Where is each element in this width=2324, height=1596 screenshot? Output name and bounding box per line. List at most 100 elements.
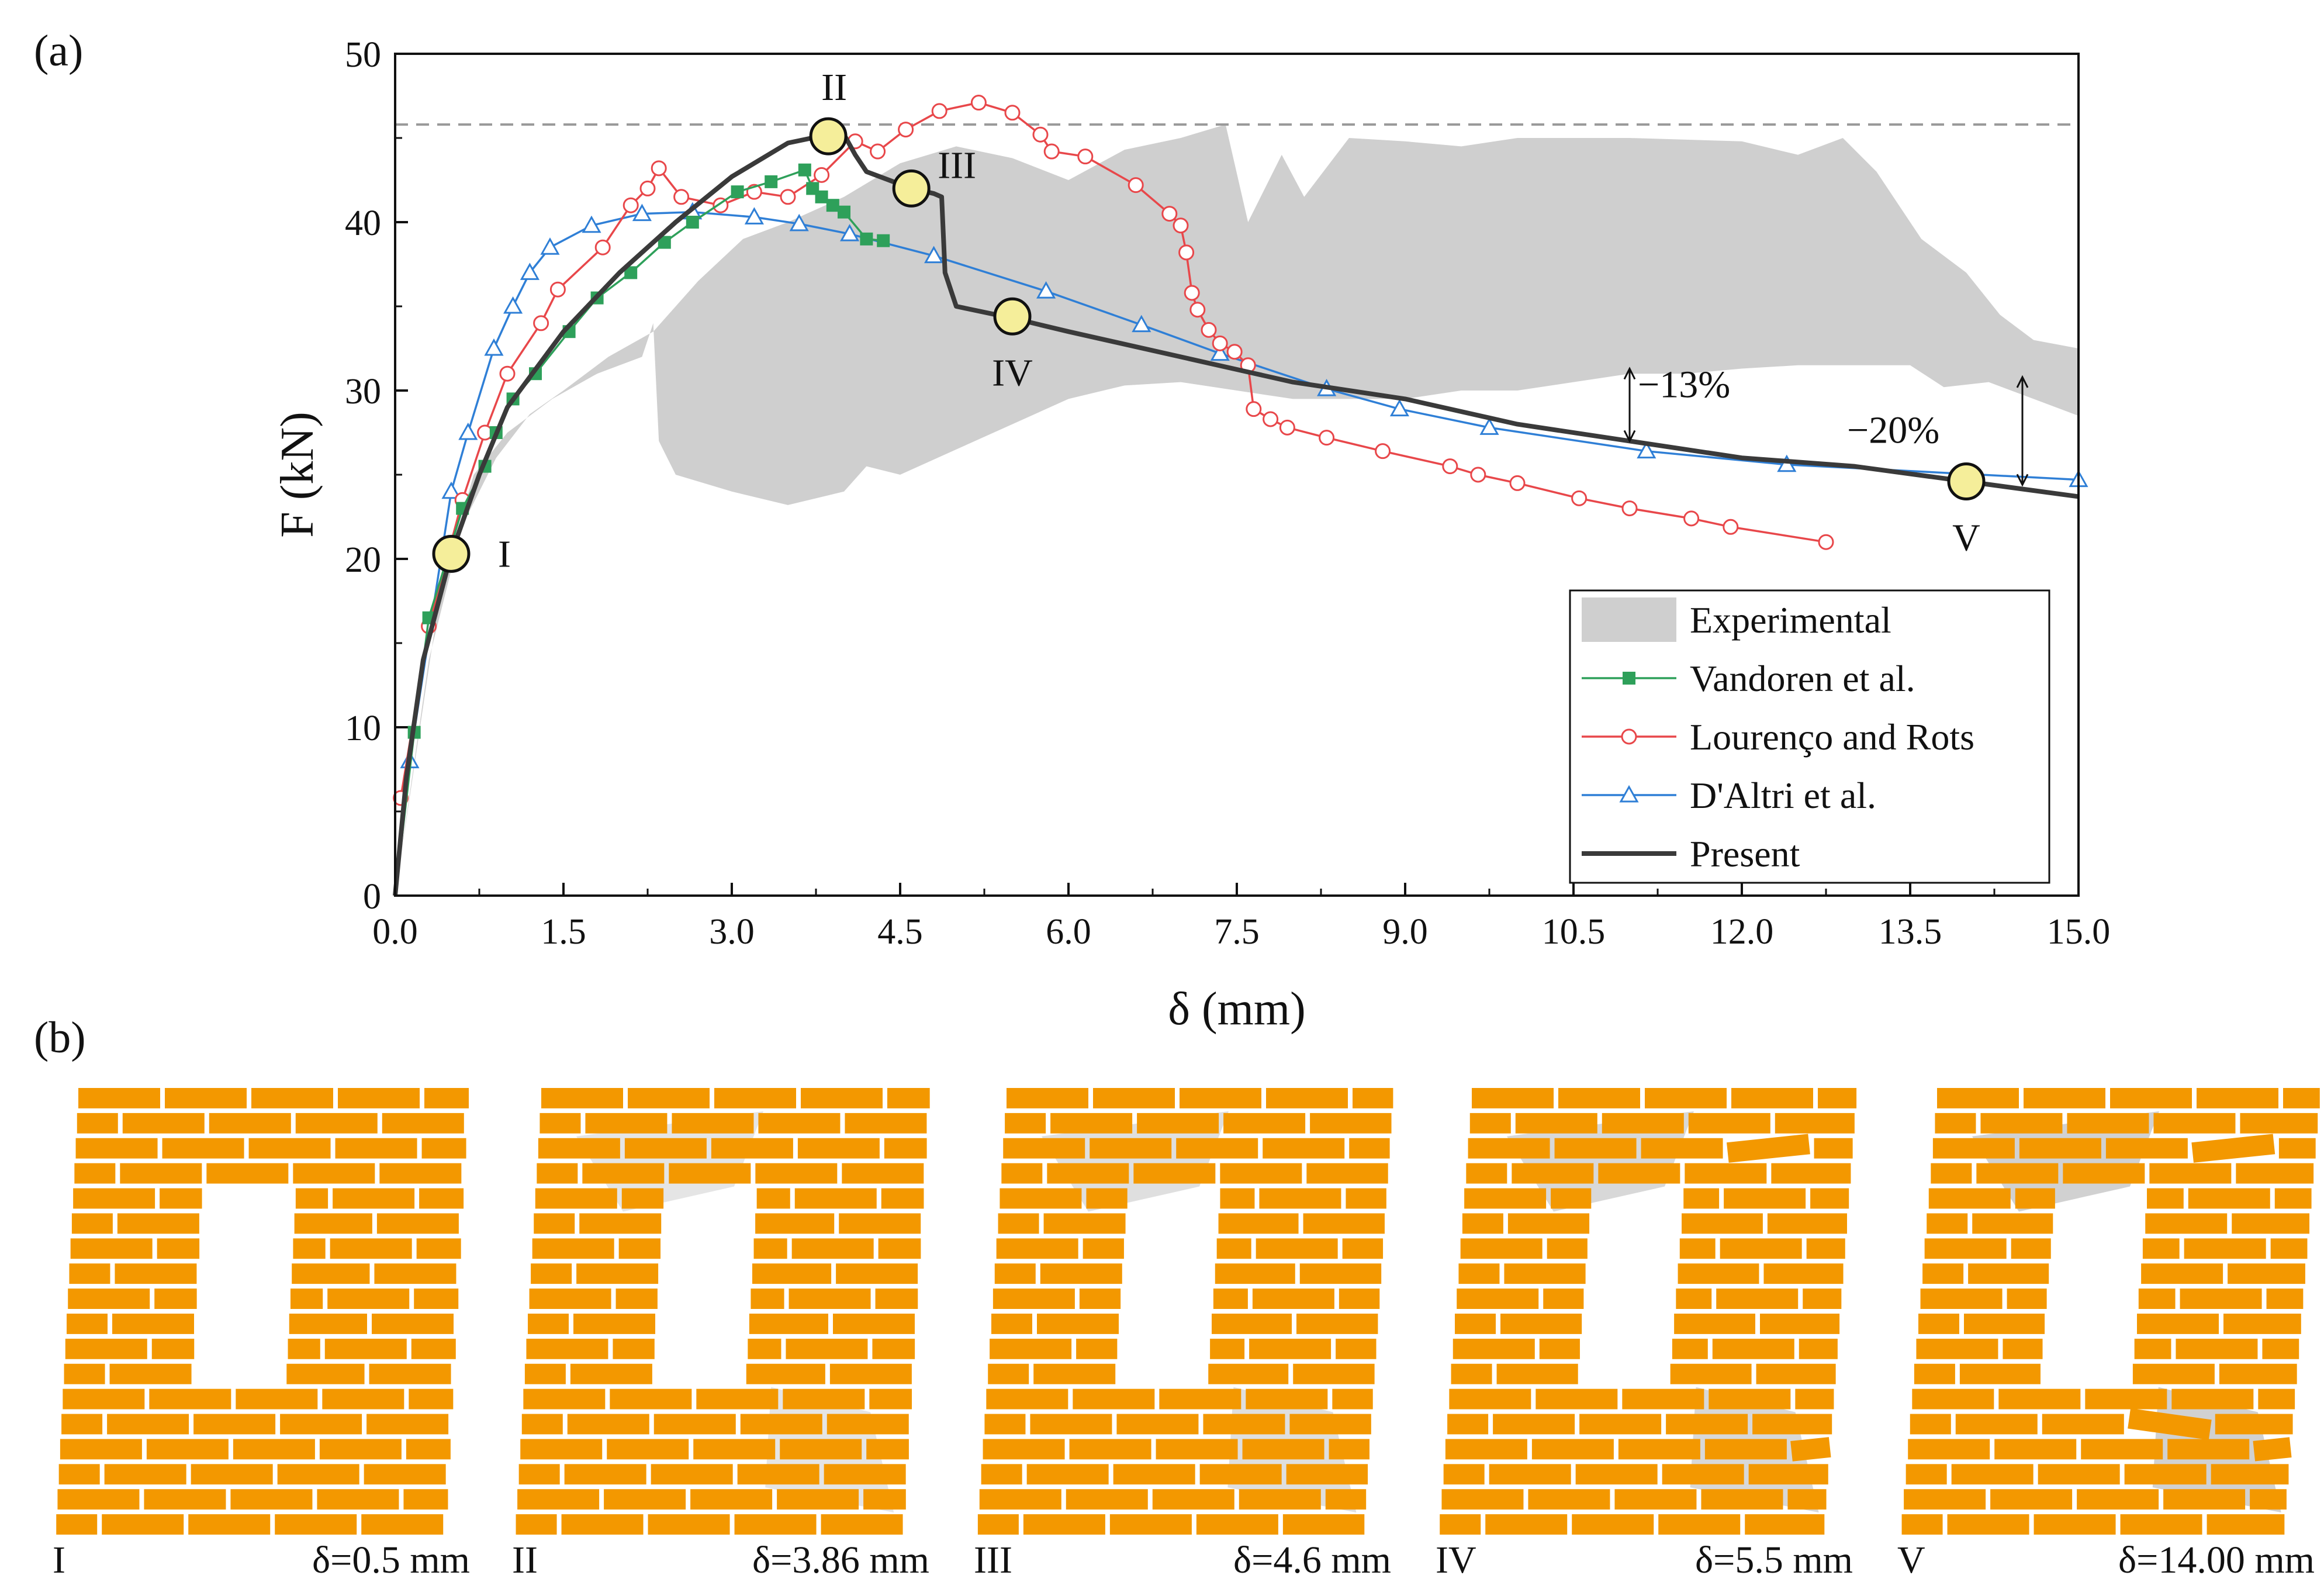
brick <box>1572 1514 1654 1535</box>
brick <box>749 1314 828 1334</box>
brick <box>2034 1514 2116 1535</box>
brick <box>2228 1263 2305 1284</box>
data-point <box>1212 335 1228 351</box>
brick <box>1286 1464 1368 1485</box>
brick <box>1910 1414 1951 1435</box>
brick <box>71 1213 113 1234</box>
arrow-head <box>1623 367 1636 380</box>
brick <box>73 1188 155 1209</box>
brick <box>1666 1414 1748 1435</box>
brick <box>65 1338 147 1359</box>
brick <box>1678 1263 1759 1284</box>
brick <box>115 1263 197 1284</box>
brick <box>233 1439 315 1460</box>
brick <box>1003 1138 1085 1159</box>
data-point <box>877 234 890 247</box>
brick <box>1547 1238 1588 1259</box>
brick <box>63 1388 145 1410</box>
brick <box>2176 1338 2258 1359</box>
experimental-band <box>395 124 2079 896</box>
brick <box>1306 1163 1388 1184</box>
brick <box>2007 1288 2047 1309</box>
brick <box>1023 1514 1105 1535</box>
annotation-label: −20% <box>1847 409 1939 451</box>
brick <box>1293 1363 1375 1384</box>
brick <box>1932 1138 2015 1159</box>
brick <box>1814 1138 1853 1159</box>
brick <box>1001 1163 1043 1184</box>
brick <box>2015 1188 2055 1209</box>
data-point <box>520 262 540 280</box>
brick <box>1033 1363 1116 1384</box>
brick <box>653 1414 736 1435</box>
brick <box>1266 1088 1348 1108</box>
brick <box>1716 1288 1799 1309</box>
brick <box>881 1188 924 1209</box>
brick <box>2191 1134 2275 1163</box>
brick <box>1955 1414 2038 1435</box>
brick <box>1339 1288 1380 1309</box>
brick <box>604 1489 686 1510</box>
brick <box>1299 1263 1382 1284</box>
brick <box>1215 1263 1295 1284</box>
data-point <box>1043 143 1060 160</box>
brick <box>191 1464 273 1485</box>
brick <box>561 1514 644 1535</box>
brick <box>327 1288 410 1309</box>
brick <box>2253 1437 2292 1462</box>
brick <box>1731 1088 1813 1108</box>
legend-swatch-experimental <box>1582 597 1676 642</box>
brick <box>1614 1489 1697 1510</box>
brick <box>1296 1314 1378 1334</box>
brick <box>839 1213 921 1234</box>
brick <box>1289 1414 1371 1435</box>
brick <box>2120 1514 2202 1535</box>
brick <box>146 1439 229 1460</box>
data-point <box>780 189 796 205</box>
brick <box>829 1363 912 1384</box>
brick <box>1073 1388 1155 1410</box>
brick <box>1676 1288 1712 1309</box>
brick <box>1263 1138 1345 1159</box>
brick <box>988 1363 1029 1384</box>
brick <box>122 1113 205 1134</box>
brick <box>67 1314 108 1334</box>
brick <box>669 1163 751 1184</box>
brick <box>979 1489 1061 1510</box>
brick <box>1908 1439 1990 1460</box>
brick <box>1795 1388 1834 1410</box>
panel-stage-label: III <box>974 1539 1012 1581</box>
data-point <box>1128 177 1144 194</box>
brick <box>537 1163 578 1184</box>
brick <box>1496 1363 1578 1384</box>
brick <box>2145 1213 2228 1234</box>
brick <box>887 1088 930 1108</box>
data-point <box>1132 315 1151 333</box>
brick <box>1472 1088 1554 1108</box>
brick <box>690 1489 773 1510</box>
brick <box>842 1163 924 1184</box>
brick <box>154 1288 197 1309</box>
brick <box>981 1464 1022 1485</box>
brick <box>1329 1439 1370 1460</box>
data-point <box>549 281 566 298</box>
brick <box>740 1414 822 1435</box>
brick <box>376 1213 459 1234</box>
brick <box>424 1088 469 1108</box>
brick <box>61 1414 103 1435</box>
data-point <box>632 203 652 222</box>
brick <box>1928 1188 2011 1209</box>
brick <box>788 1288 871 1309</box>
brick <box>576 1263 659 1284</box>
panel-a-label: (a) <box>34 26 83 75</box>
brick <box>1507 1213 1590 1234</box>
brick <box>532 1238 614 1259</box>
panel-stage-label: II <box>512 1539 538 1581</box>
brick <box>319 1439 402 1460</box>
damage-zone <box>1972 1111 2159 1212</box>
brick <box>361 1514 444 1535</box>
brick <box>517 1489 600 1510</box>
brick <box>1455 1314 1496 1334</box>
x-tick-label: 15.0 <box>2047 912 2111 952</box>
